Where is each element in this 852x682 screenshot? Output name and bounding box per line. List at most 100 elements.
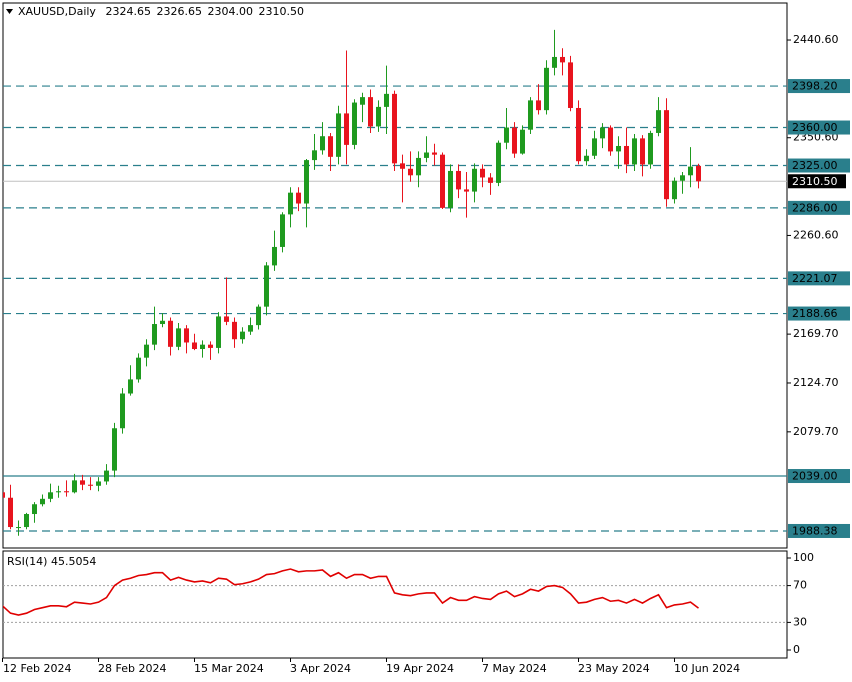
ohlc-high: 2326.65: [156, 5, 202, 18]
candle-body: [480, 168, 485, 178]
rsi-tick-label: 70: [793, 579, 807, 592]
candle-body: [536, 100, 541, 111]
candle-body: [184, 328, 189, 343]
candle-body: [32, 504, 37, 515]
candle-body: [72, 480, 77, 493]
candle-body: [216, 316, 221, 348]
candle-body: [568, 62, 573, 108]
candle-body: [392, 93, 397, 164]
rsi-line: [3, 568, 699, 616]
candle-body: [48, 492, 53, 499]
candle-body: [688, 166, 693, 176]
candle-body: [296, 192, 301, 204]
level-label-box: [788, 120, 850, 135]
candle-body: [136, 357, 141, 380]
candle-body: [584, 155, 589, 162]
candle-body: [488, 177, 493, 183]
candle-body: [240, 331, 245, 340]
candle-body: [224, 316, 229, 322]
level-label: 2398.20: [792, 80, 838, 93]
candle-body: [192, 342, 197, 349]
candle-body: [520, 129, 525, 154]
ohlc-low: 2304.00: [207, 5, 253, 18]
candle-body: [264, 265, 269, 307]
candle-body: [120, 393, 125, 429]
ohlc-close: 2310.50: [258, 5, 304, 18]
candle-body: [400, 163, 405, 169]
y-tick-label: 2124.70: [793, 376, 839, 389]
candle-body: [552, 56, 557, 68]
level-label-box: [788, 469, 850, 484]
candle-body: [152, 324, 157, 345]
candle-body: [368, 97, 373, 127]
candle-body: [336, 113, 341, 157]
candle-body: [256, 306, 261, 326]
candle-body: [456, 170, 461, 190]
y-tick-label: 2079.70: [793, 425, 839, 438]
x-tick-label: 28 Feb 2024: [98, 662, 166, 675]
candle-body: [176, 328, 181, 347]
candle-body: [312, 150, 317, 161]
current-price-box: [788, 174, 846, 189]
candle-body: [200, 344, 205, 349]
candle-body: [8, 497, 13, 528]
candle-body: [208, 344, 213, 348]
candle-body: [512, 127, 517, 154]
candle-body: [680, 175, 685, 181]
candle-body: [544, 67, 549, 111]
x-tick-label: 12 Feb 2024: [3, 662, 71, 675]
candle-body: [272, 246, 277, 266]
candle-body: [672, 180, 677, 200]
x-tick-label: 19 Apr 2024: [386, 662, 454, 675]
x-tick-label: 3 Apr 2024: [290, 662, 351, 675]
level-label-box: [788, 79, 850, 94]
candle-body: [104, 470, 109, 482]
level-label-box: [788, 523, 850, 538]
rsi-title: RSI(14) 45.5054: [7, 555, 96, 568]
candle-body: [80, 480, 85, 485]
candle-body: [600, 127, 605, 139]
candle-body: [576, 107, 581, 162]
main-pane: [3, 29, 787, 536]
candle-body: [160, 320, 165, 325]
candle-body: [360, 97, 365, 105]
candle-body: [632, 138, 637, 165]
axes: 2440.602350.602260.602169.702124.702079.…: [2, 33, 850, 675]
x-tick-label: 23 May 2024: [578, 662, 650, 675]
candle-body: [112, 428, 117, 471]
candle-body: [640, 138, 645, 165]
candle-body: [464, 189, 469, 192]
rsi-tick-label: 100: [793, 551, 814, 564]
candle-body: [440, 154, 445, 208]
candle-body: [24, 514, 29, 528]
rsi-pane: [3, 568, 787, 623]
rsi-tick-label: 30: [793, 615, 807, 628]
candle-body: [496, 142, 501, 183]
level-label: 2325.00: [792, 159, 838, 172]
level-label: 1988.38: [792, 524, 838, 537]
symbol: XAUUSD,Daily: [18, 5, 96, 18]
candle-body: [432, 152, 437, 155]
candle-body: [560, 56, 565, 63]
level-label: 2286.00: [792, 201, 838, 214]
candle-body: [16, 527, 21, 529]
menu-triangle[interactable]: [6, 9, 13, 14]
candle-body: [696, 165, 701, 182]
candle-body: [64, 491, 69, 493]
candle-body: [648, 132, 653, 165]
candle-body: [144, 344, 149, 358]
candle-body: [128, 379, 133, 394]
level-label-box: [788, 200, 850, 215]
candle-body: [656, 110, 661, 133]
candle-body: [288, 192, 293, 215]
y-tick-label: 2260.60: [793, 228, 839, 241]
level-label-box: [788, 158, 850, 173]
level-label: 2221.07: [792, 272, 838, 285]
candle-body: [304, 160, 309, 204]
current-price-label: 2310.50: [792, 175, 838, 188]
candle-body: [528, 100, 533, 130]
chart-header: XAUUSD,Daily 2324.65 2326.65 2304.00 231…: [18, 5, 304, 18]
candle-body: [96, 481, 101, 486]
